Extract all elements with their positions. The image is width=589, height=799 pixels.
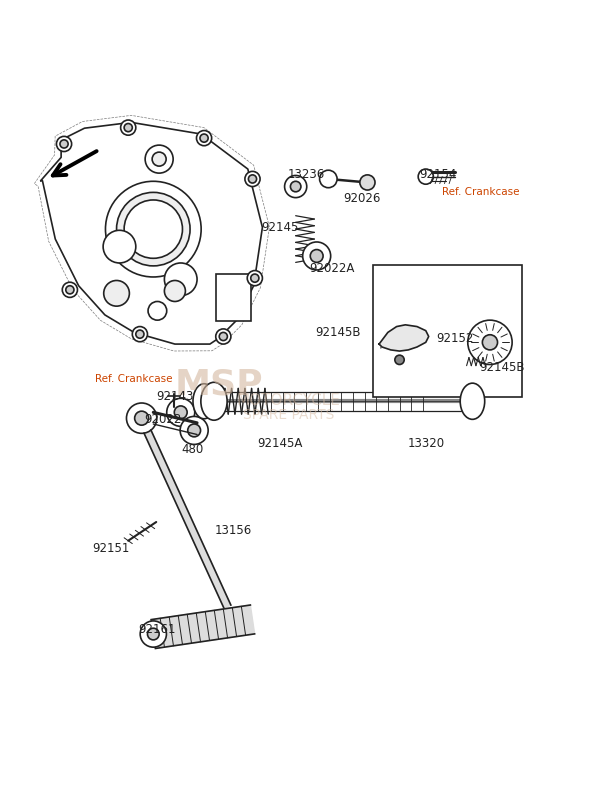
Text: 92022A: 92022A (310, 262, 355, 275)
Text: 13156: 13156 (214, 524, 252, 537)
Circle shape (360, 175, 375, 190)
Circle shape (395, 356, 404, 364)
Text: 92145: 92145 (262, 221, 299, 234)
Circle shape (197, 130, 211, 145)
Circle shape (164, 263, 197, 296)
Circle shape (57, 137, 72, 152)
Text: 92026: 92026 (343, 192, 380, 205)
Polygon shape (144, 430, 231, 608)
Circle shape (284, 176, 307, 197)
Circle shape (127, 403, 157, 433)
Circle shape (219, 332, 227, 340)
Circle shape (247, 271, 263, 286)
Circle shape (418, 169, 434, 185)
Circle shape (207, 394, 221, 408)
Circle shape (188, 424, 201, 437)
Text: Ref. Crankcase: Ref. Crankcase (442, 188, 520, 197)
Text: 13320: 13320 (407, 437, 444, 450)
Ellipse shape (193, 384, 215, 419)
Circle shape (124, 200, 183, 258)
Text: 92151: 92151 (92, 542, 130, 555)
Circle shape (310, 249, 323, 262)
Circle shape (200, 134, 208, 142)
Circle shape (133, 327, 147, 342)
Text: Ref. Crankcase: Ref. Crankcase (95, 374, 173, 384)
Circle shape (164, 280, 186, 301)
Ellipse shape (201, 382, 227, 420)
Circle shape (465, 394, 479, 408)
Circle shape (482, 335, 498, 350)
Circle shape (320, 170, 337, 188)
Polygon shape (41, 122, 263, 344)
Circle shape (245, 171, 260, 186)
Polygon shape (379, 325, 429, 351)
Circle shape (140, 621, 167, 647)
Circle shape (124, 124, 133, 132)
Ellipse shape (460, 384, 485, 419)
Text: SPARE PARTS: SPARE PARTS (243, 408, 335, 422)
Circle shape (249, 175, 257, 183)
Text: 92145A: 92145A (257, 437, 303, 450)
Text: 92161: 92161 (138, 623, 176, 637)
Text: 92152: 92152 (436, 332, 474, 344)
Circle shape (62, 282, 78, 297)
Text: 480: 480 (181, 443, 204, 455)
Circle shape (180, 416, 208, 444)
Text: 92022: 92022 (144, 413, 182, 427)
Circle shape (135, 411, 148, 425)
FancyBboxPatch shape (373, 265, 522, 396)
Circle shape (198, 396, 210, 407)
Text: 92154: 92154 (419, 169, 456, 181)
Circle shape (147, 628, 159, 640)
Circle shape (290, 181, 301, 192)
Circle shape (468, 320, 512, 364)
Polygon shape (151, 605, 254, 649)
Text: MSP: MSP (174, 368, 263, 402)
Text: 13236: 13236 (287, 169, 325, 181)
Text: MOTORCYCLE: MOTORCYCLE (237, 393, 340, 408)
Circle shape (251, 274, 259, 282)
Circle shape (117, 193, 190, 266)
Circle shape (167, 399, 195, 427)
Text: 92145B: 92145B (316, 326, 361, 339)
Circle shape (121, 120, 136, 135)
Circle shape (145, 145, 173, 173)
Circle shape (104, 280, 130, 306)
FancyBboxPatch shape (216, 274, 251, 320)
Circle shape (60, 140, 68, 148)
Circle shape (148, 301, 167, 320)
Circle shape (66, 286, 74, 294)
Circle shape (105, 181, 201, 277)
Text: 92143: 92143 (156, 390, 194, 403)
Circle shape (136, 330, 144, 338)
Circle shape (174, 406, 187, 419)
Circle shape (103, 230, 136, 263)
Text: 92145B: 92145B (479, 361, 524, 374)
Circle shape (152, 152, 166, 166)
Circle shape (216, 329, 231, 344)
Circle shape (303, 242, 330, 270)
